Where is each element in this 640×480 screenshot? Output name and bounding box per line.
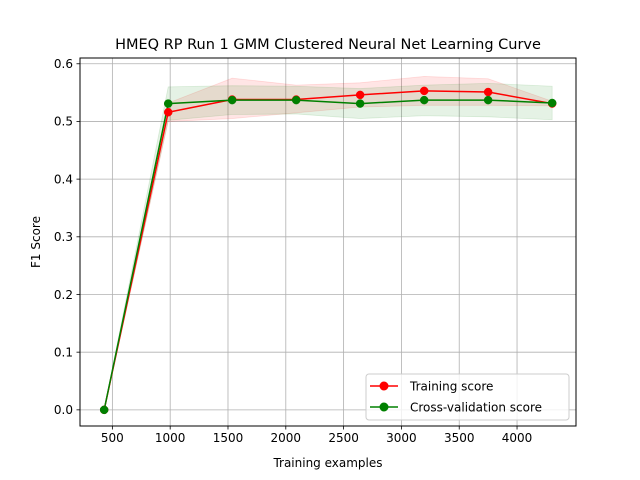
series-lines	[103, 90, 553, 411]
point-cross-validation	[291, 95, 301, 105]
point-cross-validation	[419, 95, 429, 105]
series-line-training	[103, 90, 553, 411]
y-tick-label: 0.2	[54, 288, 73, 302]
x-tick-label: 1000	[155, 431, 186, 445]
point-training	[163, 107, 173, 117]
x-tick-label: 4000	[502, 431, 533, 445]
legend-label-cross-validation: Cross-validation score	[410, 401, 542, 415]
point-training	[483, 87, 493, 97]
legend: Training score Cross-validation score	[365, 373, 570, 421]
x-tick-label: 2000	[271, 431, 302, 445]
y-tick-label: 0.1	[54, 345, 73, 359]
legend-label-training: Training score	[409, 380, 493, 394]
legend-marker-cross-validation	[379, 402, 389, 412]
x-tick-label: 3000	[386, 431, 417, 445]
y-tick-label: 0.5	[54, 115, 73, 129]
legend-box	[365, 373, 570, 421]
y-tick-label: 0.3	[54, 230, 73, 244]
point-cross-validation	[163, 99, 173, 108]
legend-marker-training	[379, 381, 389, 391]
x-tick-label: 2500	[328, 431, 359, 445]
grid-lines	[80, 58, 576, 426]
y-tick-label: 0.6	[54, 57, 73, 71]
point-cross-validation	[355, 99, 365, 108]
x-axis-label: Training examples	[272, 456, 382, 470]
point-cross-validation	[547, 98, 557, 108]
point-cross-validation	[99, 405, 109, 415]
plot-area-background	[80, 58, 576, 426]
point-training	[419, 86, 429, 96]
series-line-cross-validation	[103, 99, 553, 411]
chart-title: HMEQ RP Run 1 GMM Clustered Neural Net L…	[115, 37, 541, 53]
x-axis-ticks: 500 1000 1500 2000 2500 3000 3500 4000	[101, 426, 532, 445]
y-tick-label: 0.4	[54, 172, 73, 186]
y-axis-ticks: 0.0 0.1 0.2 0.3 0.4 0.5 0.6	[54, 57, 80, 417]
x-tick-label: 500	[101, 431, 124, 445]
y-axis-label: F1 Score	[29, 216, 43, 268]
x-tick-label: 3500	[444, 431, 475, 445]
point-training	[355, 90, 365, 100]
plot-area-frame	[79, 57, 577, 427]
x-tick-label: 1500	[213, 431, 244, 445]
point-cross-validation	[227, 95, 237, 105]
y-tick-label: 0.0	[54, 403, 73, 417]
series-markers	[99, 86, 557, 415]
point-cross-validation	[483, 95, 493, 105]
